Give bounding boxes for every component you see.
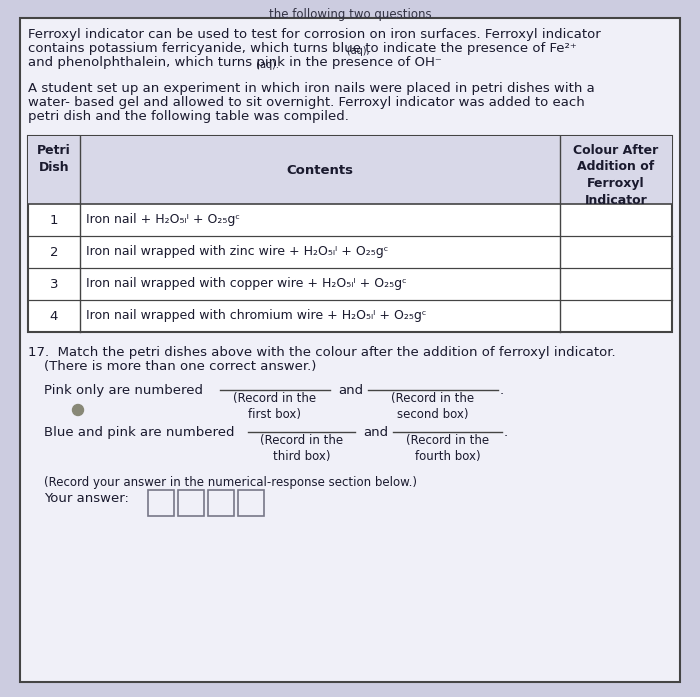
- Bar: [28, 136, 672, 204]
- Text: and: and: [363, 426, 388, 439]
- Text: 1: 1: [50, 213, 58, 227]
- Text: (aq).: (aq).: [28, 60, 279, 70]
- Bar: [148, 490, 174, 516]
- Text: (Record your answer in the numerical-response section below.): (Record your answer in the numerical-res…: [44, 476, 417, 489]
- Text: water- based gel and allowed to sit overnight. Ferroxyl indicator was added to e: water- based gel and allowed to sit over…: [28, 96, 584, 109]
- Circle shape: [73, 404, 83, 415]
- Text: Blue and pink are numbered: Blue and pink are numbered: [44, 426, 234, 439]
- Text: Colour After
Addition of
Ferroxyl
Indicator: Colour After Addition of Ferroxyl Indica…: [573, 144, 659, 206]
- Text: (There is more than one correct answer.): (There is more than one correct answer.): [44, 360, 316, 373]
- Text: 17.  Match the petri dishes above with the colour after the addition of ferroxyl: 17. Match the petri dishes above with th…: [28, 346, 615, 359]
- Text: the following two questions: the following two questions: [269, 8, 431, 21]
- Text: Iron nail wrapped with chromium wire + H₂O₅ₗᴵ + O₂₅gᶜ: Iron nail wrapped with chromium wire + H…: [86, 309, 426, 323]
- Text: (Record in the
third box): (Record in the third box): [260, 434, 343, 463]
- Bar: [208, 490, 234, 516]
- Text: contains potassium ferricyanide, which turns blue to indicate the presence of Fe: contains potassium ferricyanide, which t…: [28, 42, 577, 55]
- Text: 3: 3: [50, 277, 58, 291]
- Text: Contents: Contents: [286, 164, 354, 177]
- Text: and phenolphthalein, which turns pink in the presence of OH⁻: and phenolphthalein, which turns pink in…: [28, 56, 442, 69]
- Text: 4: 4: [50, 309, 58, 323]
- Text: (Record in the
second box): (Record in the second box): [391, 392, 475, 421]
- Text: .: .: [500, 384, 504, 397]
- Bar: [238, 490, 264, 516]
- Text: Petri
Dish: Petri Dish: [37, 144, 71, 174]
- Text: Your answer:: Your answer:: [44, 492, 129, 505]
- Text: Pink only are numbered: Pink only are numbered: [44, 384, 203, 397]
- Text: 2: 2: [50, 245, 58, 259]
- Text: (aq),: (aq),: [28, 46, 370, 56]
- Text: and: and: [338, 384, 363, 397]
- Text: A student set up an experiment in which iron nails were placed in petri dishes w: A student set up an experiment in which …: [28, 82, 595, 95]
- Text: Iron nail + H₂O₅ₗᴵ + O₂₅gᶜ: Iron nail + H₂O₅ₗᴵ + O₂₅gᶜ: [86, 213, 240, 227]
- Bar: [178, 490, 204, 516]
- Text: petri dish and the following table was compiled.: petri dish and the following table was c…: [28, 110, 349, 123]
- Text: Ferroxyl indicator can be used to test for corrosion on iron surfaces. Ferroxyl : Ferroxyl indicator can be used to test f…: [28, 28, 601, 41]
- Text: .: .: [504, 426, 508, 439]
- Text: (Record in the
fourth box): (Record in the fourth box): [406, 434, 489, 463]
- Text: Iron nail wrapped with copper wire + H₂O₅ₗᴵ + O₂₅gᶜ: Iron nail wrapped with copper wire + H₂O…: [86, 277, 407, 291]
- Bar: [28, 136, 672, 332]
- Text: Iron nail wrapped with zinc wire + H₂O₅ₗᴵ + O₂₅gᶜ: Iron nail wrapped with zinc wire + H₂O₅ₗ…: [86, 245, 388, 259]
- Text: (Record in the
first box): (Record in the first box): [233, 392, 316, 421]
